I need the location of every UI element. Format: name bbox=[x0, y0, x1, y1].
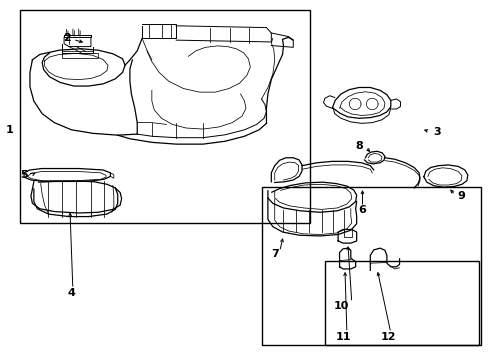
Text: 7: 7 bbox=[270, 248, 278, 258]
Bar bbox=[20, 10, 310, 223]
Text: 6: 6 bbox=[358, 206, 366, 216]
Text: 1: 1 bbox=[5, 125, 13, 135]
Text: 8: 8 bbox=[354, 141, 362, 151]
Text: 5: 5 bbox=[20, 170, 28, 180]
Text: 10: 10 bbox=[333, 301, 348, 311]
Text: 9: 9 bbox=[456, 191, 464, 201]
Text: 12: 12 bbox=[380, 332, 395, 342]
Text: 3: 3 bbox=[432, 127, 440, 136]
Bar bbox=[261, 187, 480, 345]
Text: 4: 4 bbox=[67, 288, 75, 298]
Bar bbox=[325, 261, 478, 345]
Text: 11: 11 bbox=[335, 332, 350, 342]
Text: 2: 2 bbox=[62, 33, 70, 43]
